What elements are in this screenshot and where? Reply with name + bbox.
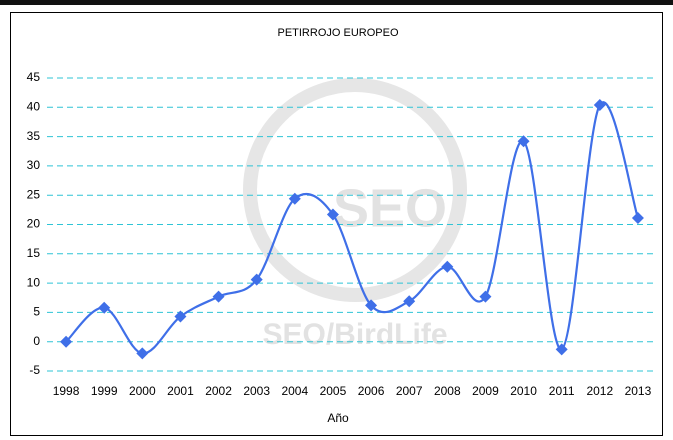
marker	[479, 290, 492, 303]
x-tick-label: 2012	[586, 384, 613, 398]
marker	[326, 208, 339, 221]
y-tick-label: 25	[27, 187, 41, 201]
x-tick-label: 2006	[358, 384, 385, 398]
y-tick-label: 5	[33, 305, 40, 319]
x-tick-label: 2013	[625, 384, 652, 398]
y-tick-label: 10	[27, 275, 41, 289]
y-tick-label: -5	[29, 363, 40, 377]
x-tick-label: 2009	[472, 384, 499, 398]
marker	[631, 212, 644, 225]
y-tick-label: 40	[27, 99, 41, 113]
y-tick-label: 20	[27, 217, 41, 231]
x-tick-label: 2000	[129, 384, 156, 398]
marker	[174, 310, 187, 323]
marker	[250, 273, 263, 286]
watermark: SEO/BirdLife	[262, 318, 447, 351]
x-tick-label: 2002	[205, 384, 232, 398]
marker	[593, 98, 606, 111]
marker	[212, 290, 225, 303]
x-axis-label: Año	[327, 411, 349, 425]
x-tick-label: 2004	[281, 384, 308, 398]
x-tick-label: 2003	[243, 384, 270, 398]
marker	[441, 260, 454, 273]
y-tick-label: 45	[27, 70, 41, 84]
x-tick-label: 2010	[510, 384, 537, 398]
x-tick-label: 1999	[91, 384, 118, 398]
marker	[98, 301, 111, 314]
marker	[365, 299, 378, 312]
marker	[555, 343, 568, 356]
marker	[136, 347, 149, 360]
x-tick-label: 2005	[320, 384, 347, 398]
y-tick-label: 15	[27, 246, 41, 260]
x-tick-label: 2011	[549, 384, 575, 398]
marker	[517, 135, 530, 148]
top-border	[0, 0, 673, 5]
marker	[403, 295, 416, 308]
y-tick-label: 0	[33, 334, 40, 348]
y-tick-label: 30	[27, 158, 41, 172]
logo-ring	[243, 78, 467, 302]
x-tick-label: 1998	[53, 384, 80, 398]
marker	[288, 192, 301, 205]
x-tick-label: 2008	[434, 384, 461, 398]
x-tick-label: 2001	[167, 384, 194, 398]
logo-text: SEO	[333, 178, 447, 238]
x-tick-label: 2007	[396, 384, 423, 398]
chart-title: PETIRROJO EUROPEO	[277, 27, 398, 39]
y-tick-label: 35	[27, 129, 41, 143]
marker	[60, 335, 73, 348]
